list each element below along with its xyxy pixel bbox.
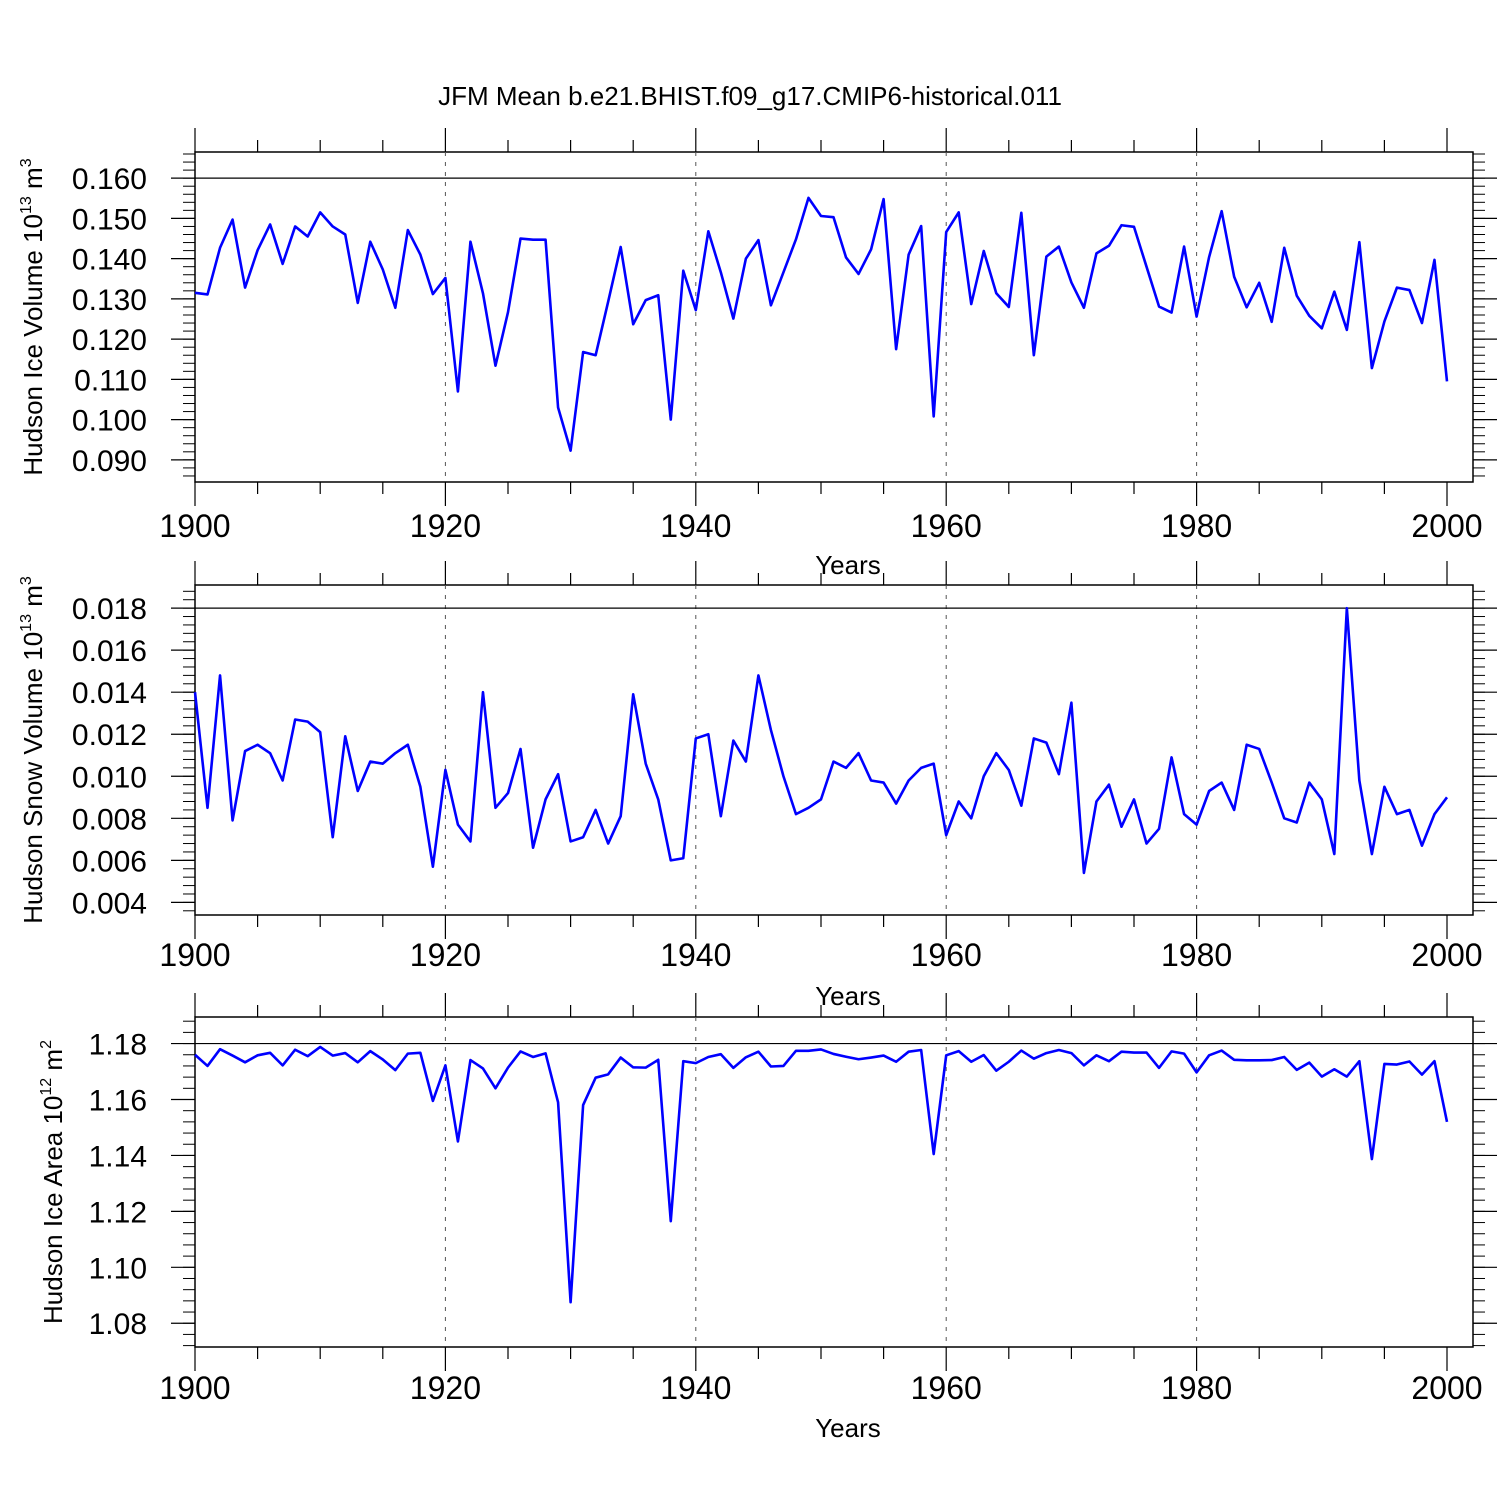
y-tick-label: 0.110 xyxy=(74,364,147,397)
x-axis-label: Years xyxy=(815,550,881,580)
y-axis-label: Hudson Ice Volume 1013 m3 xyxy=(18,158,48,475)
y-tick-label: 0.100 xyxy=(72,405,147,438)
x-tick-label: 2000 xyxy=(1411,1370,1482,1406)
y-tick-label: 0.004 xyxy=(72,887,147,920)
x-tick-label: 1940 xyxy=(660,1370,731,1406)
x-tick-label: 1920 xyxy=(410,937,481,973)
x-tick-label: 1920 xyxy=(410,508,481,544)
x-tick-label: 1900 xyxy=(159,1370,230,1406)
y-tick-label: 0.140 xyxy=(72,244,147,277)
y-tick-label: 1.08 xyxy=(89,1308,147,1341)
plot-frame xyxy=(194,1016,1474,1348)
y-tick-label: 0.014 xyxy=(72,677,147,710)
y-tick-label: 1.14 xyxy=(89,1140,147,1173)
y-tick-label: 0.160 xyxy=(72,163,147,196)
chart-title: JFM Mean b.e21.BHIST.f09_g17.CMIP6-histo… xyxy=(438,81,1062,111)
plot-frame xyxy=(194,584,1474,916)
series-line-snow-volume xyxy=(193,606,1449,875)
y-tick-label: 0.120 xyxy=(72,324,147,357)
series-line-ice-volume xyxy=(194,196,1449,452)
y-tick-label: 1.16 xyxy=(89,1085,147,1118)
x-tick-label: 1940 xyxy=(660,508,731,544)
x-tick-label: 1980 xyxy=(1161,508,1232,544)
y-tick-label: 0.006 xyxy=(72,845,147,878)
y-tick-label: 0.130 xyxy=(72,284,147,317)
x-tick-label: 2000 xyxy=(1411,937,1482,973)
x-tick-label: 2000 xyxy=(1411,508,1482,544)
y-axis-label: Hudson Ice Area 1012 m2 xyxy=(38,1040,68,1324)
x-tick-label: 1960 xyxy=(911,1370,982,1406)
y-tick-label: 1.18 xyxy=(89,1029,147,1062)
y-tick-label: 0.016 xyxy=(72,635,147,668)
y-tick-label: 0.018 xyxy=(72,593,147,626)
y-tick-label: 0.008 xyxy=(72,803,147,836)
y-axis-label: Hudson Snow Volume 1013 m3 xyxy=(18,576,48,924)
x-tick-label: 1900 xyxy=(159,937,230,973)
panel-snow-volume: 1900 1920 1940 1960 1980 2000 0.004 0.006 0.008 0… xyxy=(18,561,1497,1011)
y-tick-label: 0.012 xyxy=(72,719,147,752)
x-tick-label: 1940 xyxy=(660,937,731,973)
series-line-ice-area xyxy=(194,1045,1449,1304)
y-tick-label: 0.010 xyxy=(72,761,147,794)
x-tick-label: 1960 xyxy=(911,508,982,544)
x-tick-label: 1960 xyxy=(911,937,982,973)
x-axis-label: Years xyxy=(815,1413,881,1443)
y-tick-label: 0.150 xyxy=(72,203,147,236)
x-axis-label: Years xyxy=(815,981,881,1011)
plot-frame xyxy=(194,151,1474,483)
x-tick-label: 1980 xyxy=(1161,1370,1232,1406)
x-tick-label: 1980 xyxy=(1161,937,1232,973)
panel-ice-volume: 1900 1920 1940 1960 1980 2000 0.090 0.100 0.110 0… xyxy=(18,128,1497,580)
y-tick-label: 0.090 xyxy=(72,445,147,478)
panel-ice-area: 1900 1920 1940 1960 1980 2000 1.08 1.10 1.12 1.14… xyxy=(38,993,1497,1443)
y-tick-label: 1.12 xyxy=(89,1196,147,1229)
x-tick-label: 1900 xyxy=(159,508,230,544)
x-tick-label: 1920 xyxy=(410,1370,481,1406)
y-tick-label: 1.10 xyxy=(89,1252,147,1285)
